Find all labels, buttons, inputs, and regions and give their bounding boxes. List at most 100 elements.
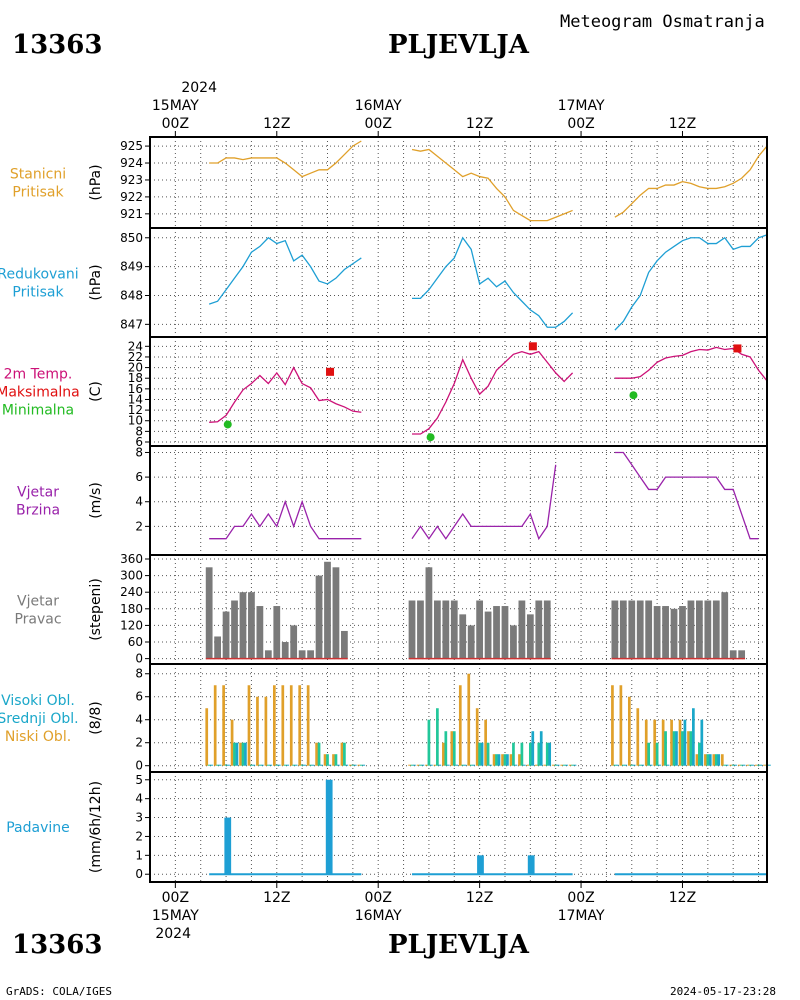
cloud-bar <box>328 764 332 766</box>
cloud-bar <box>692 708 695 766</box>
cloud-bar <box>269 764 273 766</box>
cloud-bar <box>244 742 247 766</box>
cloud-bar <box>340 742 344 766</box>
wind-direction-bar <box>687 600 695 659</box>
cloud-bar <box>522 764 526 766</box>
cloud-bar <box>320 764 323 766</box>
cloud-bar <box>653 719 657 766</box>
wind-direction-bar <box>518 600 526 659</box>
cloud-bar <box>419 764 422 766</box>
day-label-top: 15MAY <box>152 98 199 114</box>
time-tick-label-bottom: 00Z <box>567 890 594 906</box>
station-name-bottom: PLJEVLJA <box>388 930 529 960</box>
cloud-bar <box>737 764 741 766</box>
cloud-bar <box>678 719 682 766</box>
cloud-bar <box>748 764 752 766</box>
cloud-bar <box>723 764 727 766</box>
wind-direction-bar <box>662 606 669 659</box>
panel-label: Srednji Obl. <box>0 711 79 727</box>
wind-direction-bar <box>450 600 458 659</box>
wind-direction-bar <box>442 600 450 659</box>
y-tick-label: 5 <box>135 773 143 787</box>
wind-direction-bar <box>526 614 534 659</box>
cloud-bar <box>751 764 754 766</box>
series-line <box>412 236 574 328</box>
y-tick-label: 921 <box>120 207 143 221</box>
y-tick-label: 848 <box>120 288 143 302</box>
cloud-bar <box>539 731 543 766</box>
cloud-bar <box>298 685 302 766</box>
cloud-bar <box>326 754 329 766</box>
y-tick-label: 923 <box>120 173 143 187</box>
cloud-bar <box>568 764 572 766</box>
cloud-bar <box>436 708 439 766</box>
cloud-bar <box>345 764 349 766</box>
cloud-bar <box>235 742 239 766</box>
precipitation-bar <box>325 779 333 875</box>
cloud-bar <box>332 754 335 766</box>
min-temp-marker <box>629 391 638 400</box>
cloud-bar <box>638 764 642 766</box>
station-name-top: PLJEVLJA <box>388 30 529 60</box>
y-tick-label: 2 <box>135 519 143 533</box>
cloud-bar <box>560 764 564 766</box>
cloud-bar <box>545 742 549 766</box>
y-tick-label: 4 <box>135 713 143 727</box>
wind-direction-bar <box>636 600 644 659</box>
wind-direction-bar <box>628 600 636 659</box>
wind-direction-bar <box>476 600 484 659</box>
cloud-bar <box>611 685 614 766</box>
cloud-bar <box>416 764 420 766</box>
time-tick-label-top: 00Z <box>162 116 189 132</box>
y-axis-unit: (hPa) <box>88 264 104 300</box>
wind-direction-bar <box>721 592 729 659</box>
cloud-bar <box>506 754 509 766</box>
wind-direction-bar <box>425 567 433 659</box>
cloud-bar <box>647 742 651 766</box>
cloud-bar <box>681 731 684 766</box>
cloud-bar <box>556 764 560 766</box>
series-line <box>411 464 557 541</box>
cloud-bar <box>323 754 327 766</box>
cloud-bar <box>315 742 318 766</box>
cloud-bar <box>689 731 693 766</box>
panel-frame <box>149 136 768 229</box>
cloud-bar <box>444 731 448 766</box>
cloud-bar <box>613 764 617 766</box>
y-tick-label: 850 <box>120 231 143 245</box>
wind-direction-bar <box>332 567 340 659</box>
wind-direction-bar <box>653 606 661 659</box>
panel-label: Pravac <box>14 612 61 628</box>
cloud-bar <box>514 764 518 766</box>
wind-direction-bar <box>619 600 627 659</box>
panel-label: Pritisak <box>12 285 64 301</box>
wind-direction-bar <box>611 600 619 659</box>
cloud-bar <box>746 764 750 766</box>
cloud-bar <box>281 685 285 766</box>
cloud-bar <box>277 764 281 766</box>
y-tick-label: 922 <box>120 190 143 204</box>
wind-direction-bar <box>298 650 306 659</box>
cloud-bar <box>486 742 490 766</box>
cloud-bar <box>450 731 454 766</box>
day-label-bottom: 15MAY <box>152 908 199 924</box>
cloud-bar <box>712 754 716 766</box>
cloud-bar <box>337 764 340 766</box>
cloud-bar <box>475 708 479 766</box>
precipitation-bar <box>224 817 232 875</box>
precipitation-bar <box>527 855 535 875</box>
cloud-bar <box>768 764 771 766</box>
y-tick-label: 22 <box>128 350 143 364</box>
y-tick-label: 8 <box>135 445 143 459</box>
cloud-bar <box>672 731 676 766</box>
cloud-bar <box>658 764 661 766</box>
cloud-bar <box>478 742 481 766</box>
cloud-bar <box>698 742 701 766</box>
series-line <box>412 350 574 435</box>
cloud-bar <box>239 742 242 766</box>
series-line <box>411 148 573 222</box>
cloud-bar <box>289 685 293 766</box>
cloud-bar <box>503 754 507 766</box>
cloud-bar <box>429 764 433 766</box>
cloud-bar <box>489 764 492 766</box>
